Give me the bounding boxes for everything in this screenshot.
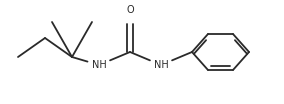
Text: O: O [126, 5, 134, 15]
Text: NH: NH [154, 60, 168, 70]
Text: NH: NH [92, 60, 106, 70]
